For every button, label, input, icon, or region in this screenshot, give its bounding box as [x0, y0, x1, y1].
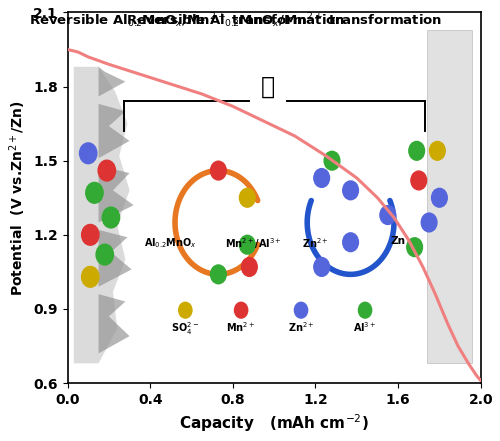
Circle shape [430, 142, 445, 160]
Circle shape [98, 160, 116, 181]
Circle shape [342, 181, 358, 200]
Y-axis label: Potential  (V vs.Zn$^{2+}$/Zn): Potential (V vs.Zn$^{2+}$/Zn) [7, 100, 28, 296]
Circle shape [432, 188, 448, 207]
Circle shape [242, 258, 257, 277]
Circle shape [294, 302, 308, 318]
Circle shape [102, 207, 120, 228]
Polygon shape [98, 294, 130, 353]
Circle shape [82, 266, 99, 287]
Circle shape [314, 168, 330, 187]
Text: Reversible Al$_{0.2}$MnO$_x$/Mn$^{2+}$ transformation: Reversible Al$_{0.2}$MnO$_x$/Mn$^{2+}$ t… [126, 12, 442, 30]
Text: Al$^{3+}$: Al$^{3+}$ [354, 320, 377, 334]
Circle shape [240, 188, 255, 207]
Circle shape [80, 143, 97, 164]
Circle shape [358, 302, 372, 318]
Polygon shape [98, 230, 132, 287]
Circle shape [96, 244, 114, 265]
Text: Mn$^{2+}$/Al$^{3+}$: Mn$^{2+}$/Al$^{3+}$ [225, 236, 282, 251]
Text: 💡: 💡 [261, 75, 275, 99]
Circle shape [240, 235, 255, 254]
Polygon shape [74, 67, 130, 363]
Text: Zn: Zn [390, 236, 406, 246]
Circle shape [234, 302, 248, 318]
Circle shape [421, 213, 437, 232]
Polygon shape [98, 67, 126, 97]
Circle shape [210, 161, 226, 180]
Polygon shape [98, 104, 130, 158]
Circle shape [380, 206, 396, 224]
Text: SO$_4^{2-}$: SO$_4^{2-}$ [172, 320, 200, 337]
Circle shape [210, 265, 226, 284]
Circle shape [86, 183, 103, 203]
Circle shape [314, 258, 330, 277]
Circle shape [178, 302, 192, 318]
Text: Mn$^{2+}$: Mn$^{2+}$ [226, 320, 256, 334]
FancyBboxPatch shape [427, 30, 472, 363]
Circle shape [409, 142, 424, 160]
Circle shape [411, 171, 426, 190]
Circle shape [407, 238, 422, 257]
Circle shape [342, 233, 358, 252]
X-axis label: Capacity   (mAh cm$^{-2}$): Capacity (mAh cm$^{-2}$) [179, 412, 369, 434]
Text: Zn$^{2+}$: Zn$^{2+}$ [302, 236, 329, 250]
Text: Zn$^{2+}$: Zn$^{2+}$ [288, 320, 314, 334]
Polygon shape [98, 166, 134, 222]
Text: Al$_{0.2}$MnO$_x$: Al$_{0.2}$MnO$_x$ [144, 236, 198, 250]
Circle shape [82, 224, 99, 245]
Circle shape [324, 151, 340, 170]
Text: Reversible Al$_{0.2}$MnO$_x$/Mn$^{2+}$ transformation: Reversible Al$_{0.2}$MnO$_x$/Mn$^{2+}$ t… [30, 12, 345, 30]
